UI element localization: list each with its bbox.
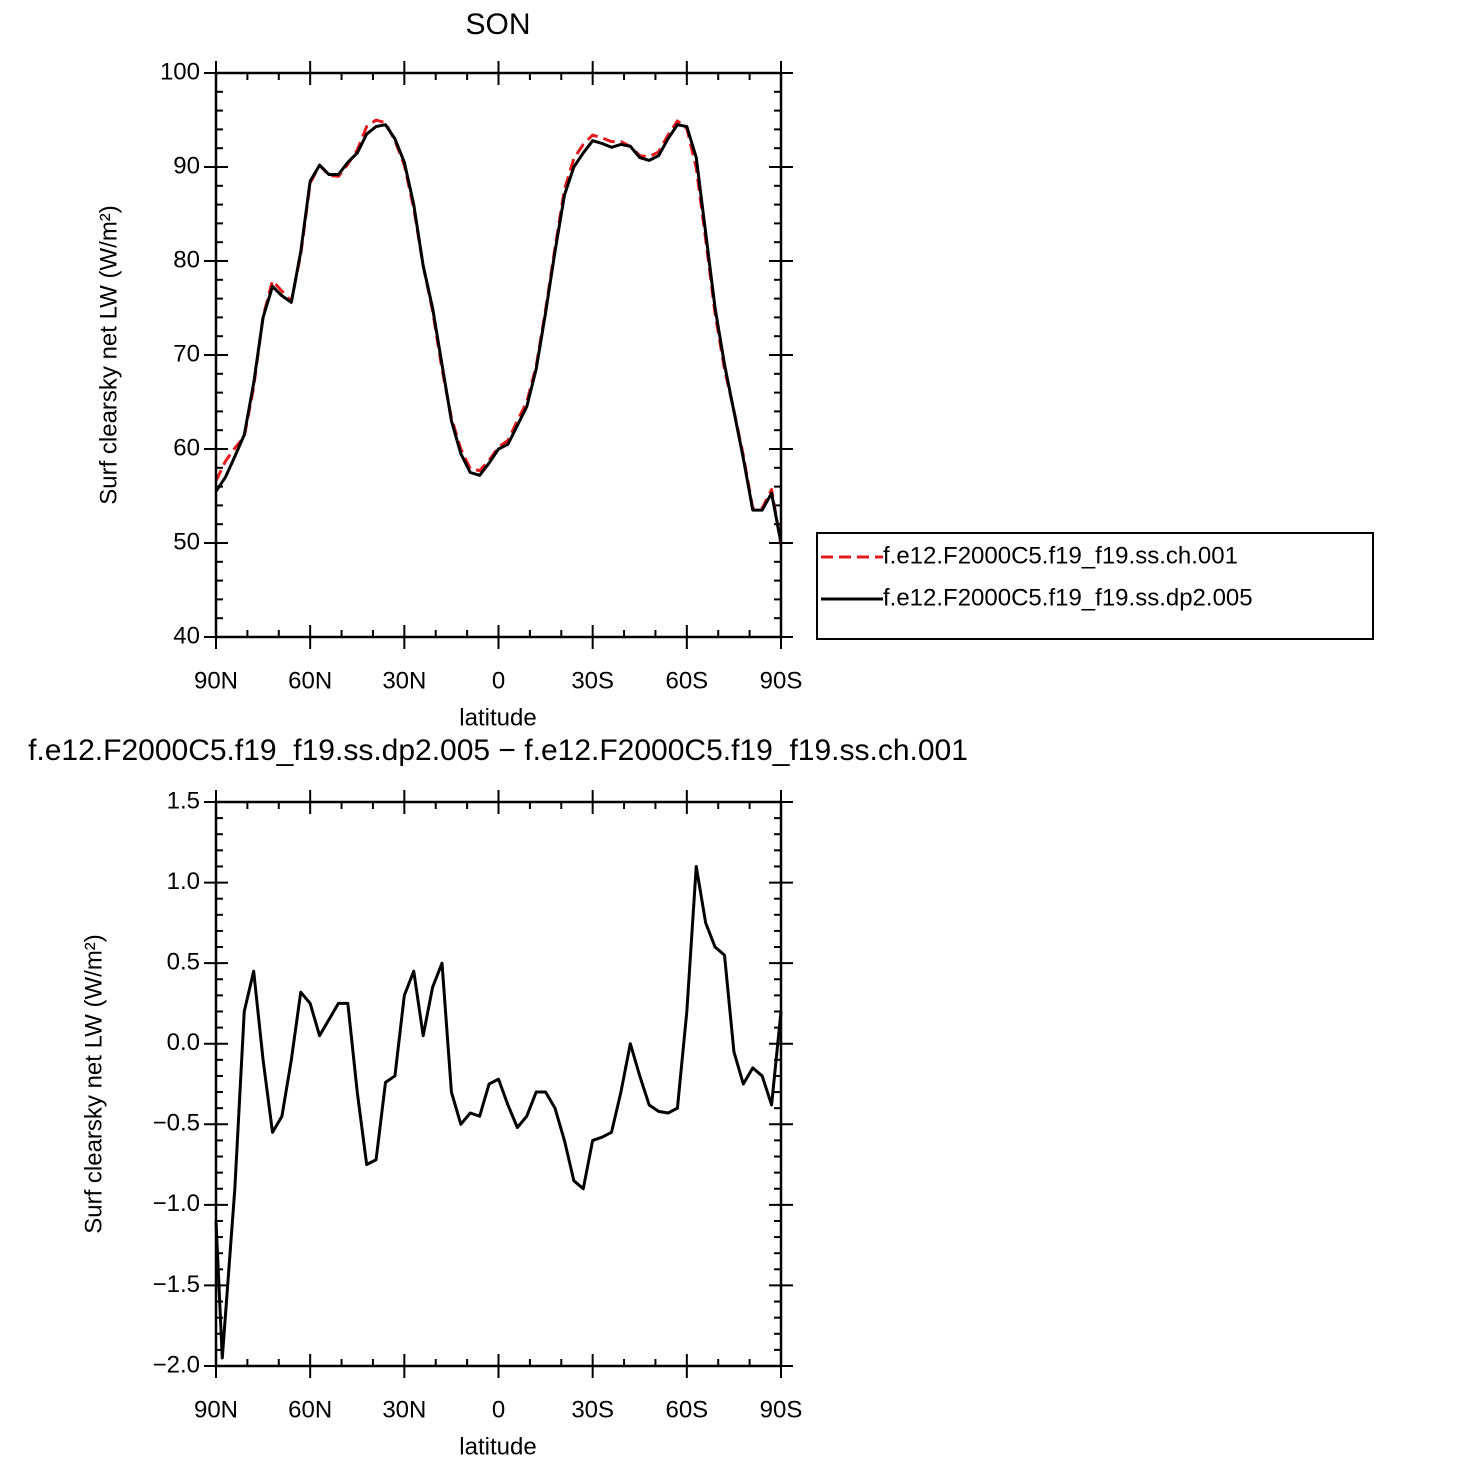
y-tick-label: 80 [173,246,200,273]
x-axis-label: latitude [459,1433,536,1460]
x-tick-label: 90S [760,667,803,694]
x-tick-label: 90N [194,1396,238,1423]
x-tick-label: 0 [492,1396,505,1423]
legend-label: f.e12.F2000C5.f19_f19.ss.dp2.005 [883,584,1253,611]
x-tick-label: 90N [194,667,238,694]
y-tick-label: −1.5 [153,1271,200,1298]
chart-title: SON [465,8,530,41]
x-tick-label: 30N [382,667,426,694]
x-tick-label: 60S [665,667,708,694]
x-tick-label: 90S [760,1396,803,1423]
x-tick-label: 0 [492,667,505,694]
x-axis-label: latitude [459,704,536,731]
y-tick-label: −0.5 [153,1110,200,1137]
y-tick-label: 50 [173,528,200,555]
series-line [214,123,783,544]
y-axis-label: Surf clearsky net LW (W/m²) [95,205,122,505]
y-tick-label: 1.0 [167,868,200,895]
chart-title: f.e12.F2000C5.f19_f19.ss.dp2.005 − f.e12… [28,734,968,767]
x-tick-label: 30S [571,1396,614,1423]
plot-frame [214,71,783,639]
y-tick-label: 0.5 [167,948,200,975]
y-tick-label: 0.0 [167,1029,200,1056]
y-axis-label: Surf clearsky net LW (W/m²) [80,934,107,1234]
x-tick-label: 30N [382,1396,426,1423]
y-tick-label: −1.0 [153,1190,200,1217]
legend-box [816,532,1374,640]
y-tick-label: 40 [173,622,200,649]
y-tick-label: 70 [173,340,200,367]
series-line [214,118,783,546]
y-tick-label: 60 [173,434,200,461]
y-tick-label: 90 [173,152,200,179]
y-tick-label: 100 [160,58,200,85]
legend-label: f.e12.F2000C5.f19_f19.ss.ch.001 [883,542,1238,569]
y-tick-label: 1.5 [167,787,200,814]
x-tick-label: 60N [288,667,332,694]
plot-frame [214,800,783,1368]
series-line [214,864,783,1360]
x-tick-label: 60N [288,1396,332,1423]
y-tick-label: −2.0 [153,1351,200,1378]
x-tick-label: 60S [665,1396,708,1423]
x-tick-label: 30S [571,667,614,694]
